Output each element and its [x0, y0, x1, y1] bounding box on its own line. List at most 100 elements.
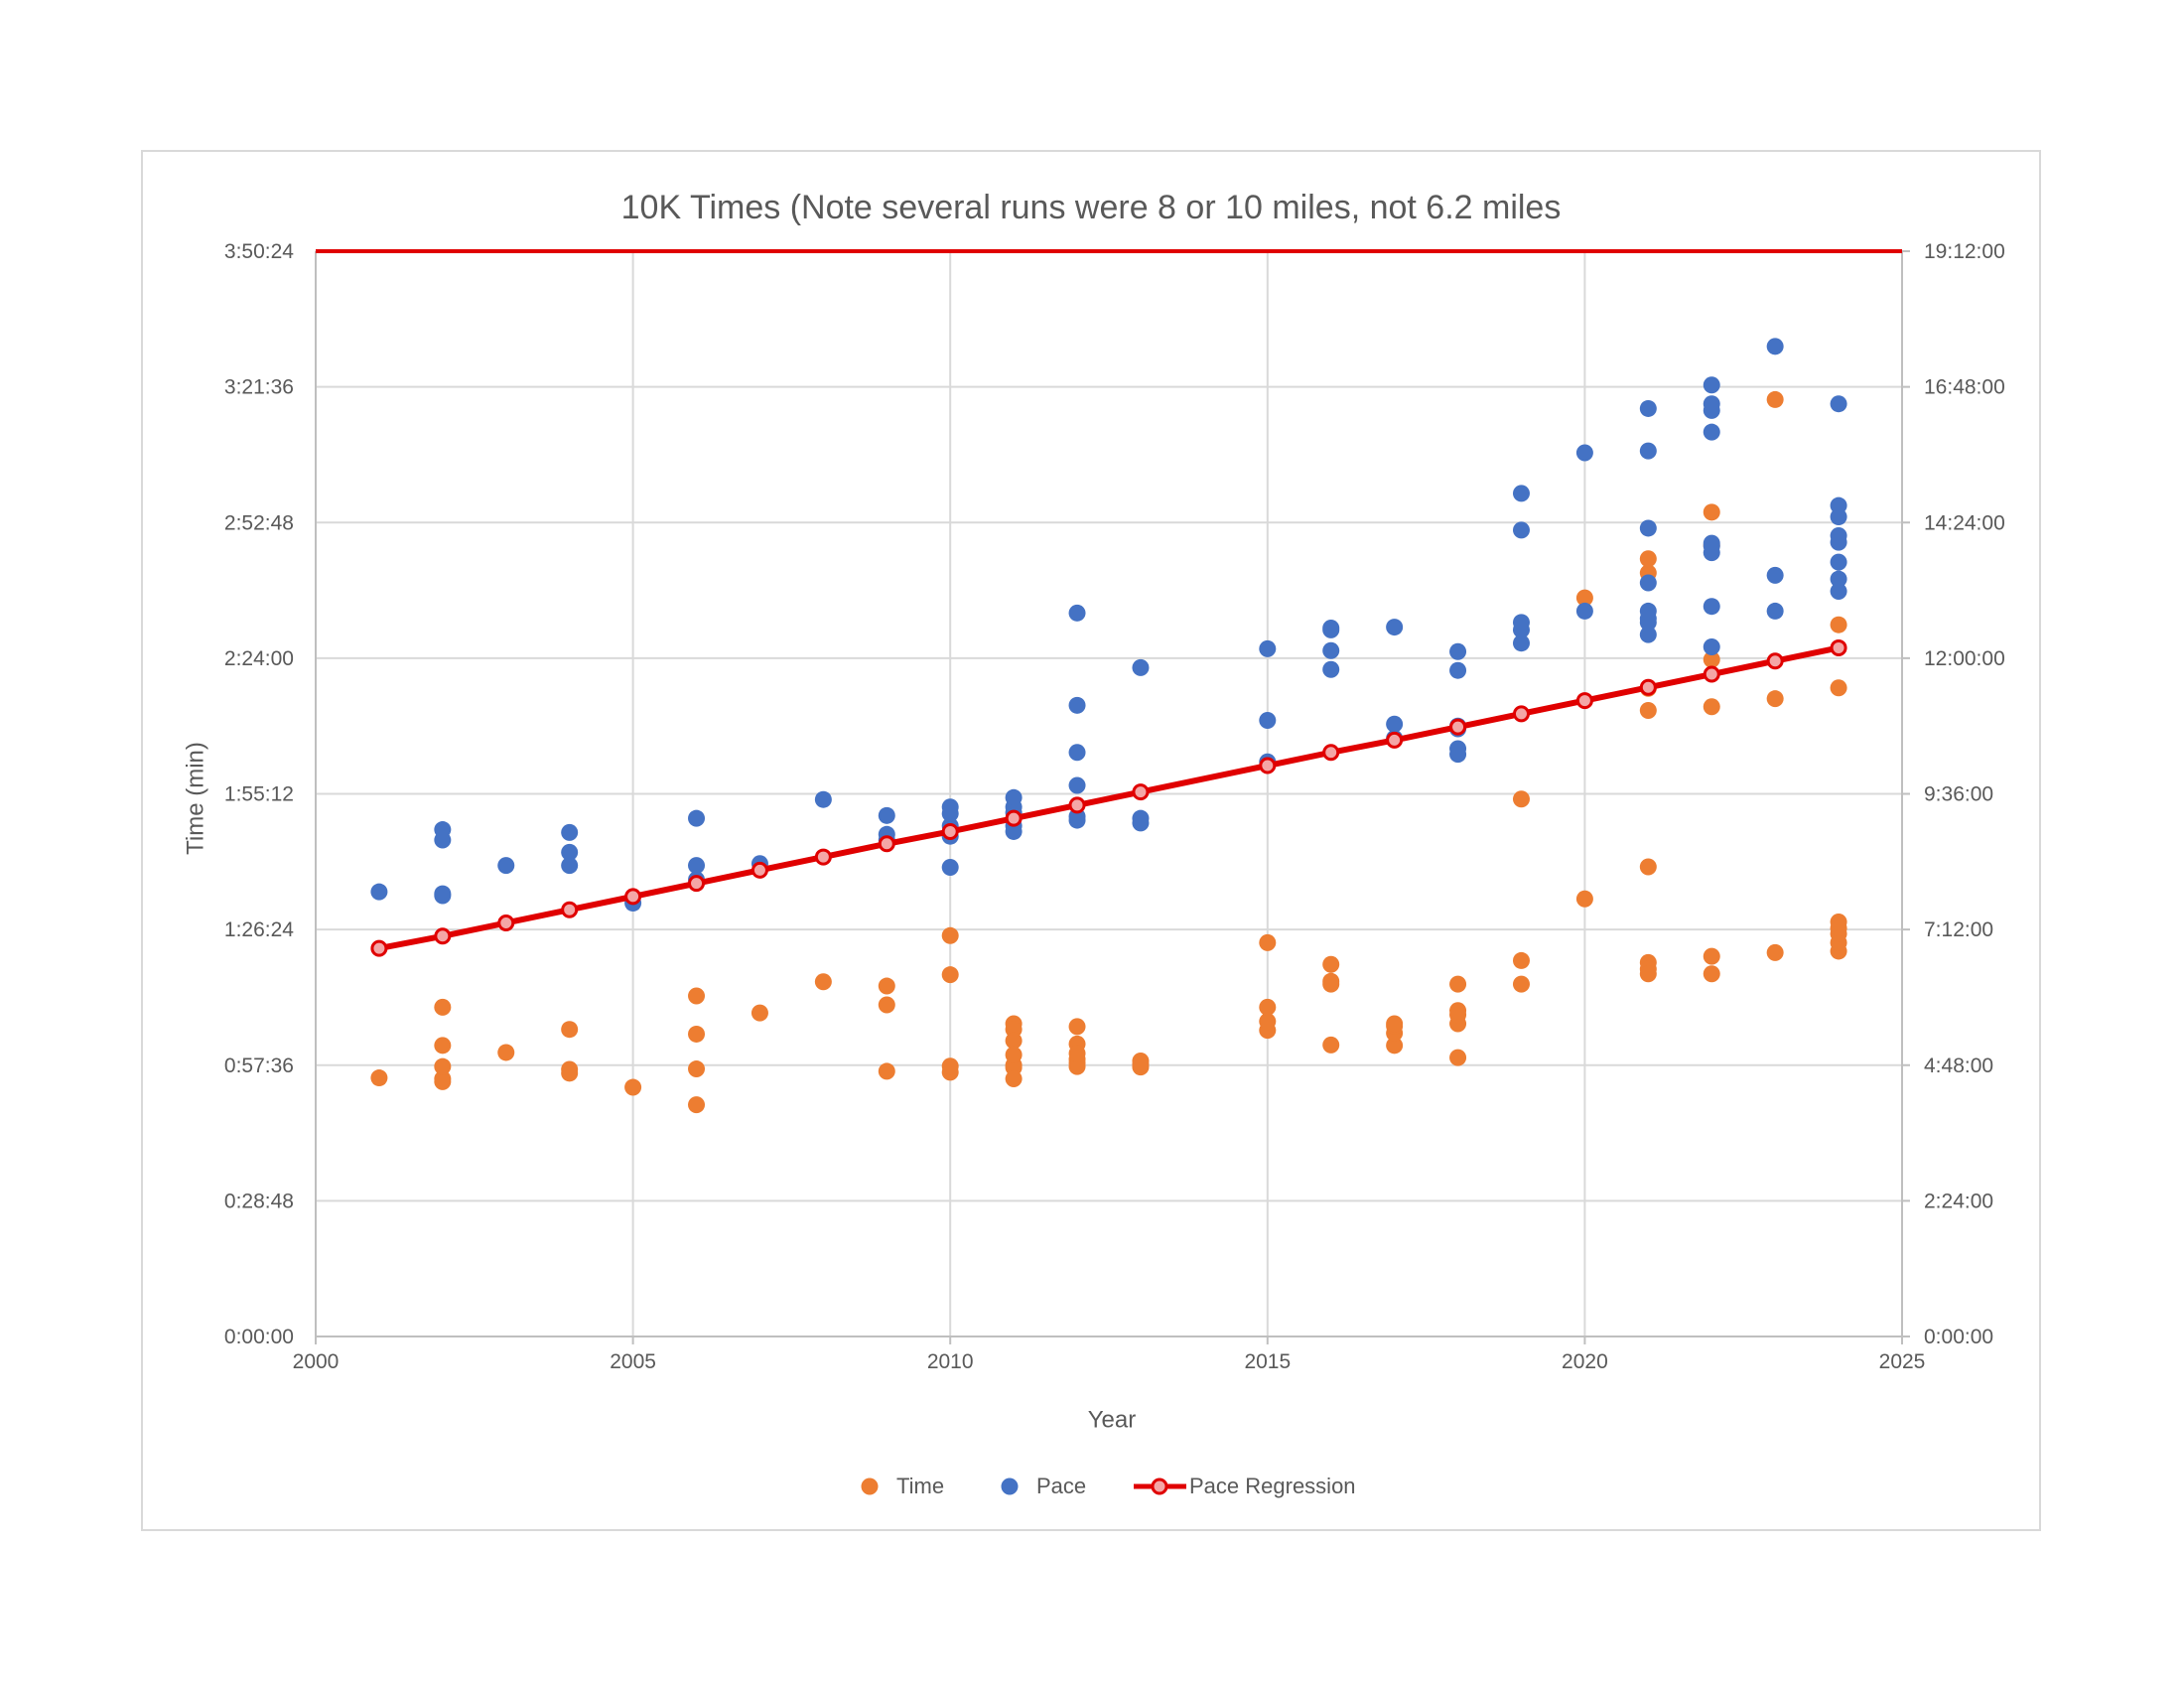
pace-point — [434, 821, 452, 839]
series-points — [370, 338, 1847, 1114]
time-point — [1322, 955, 1340, 973]
pace-point — [1766, 566, 1784, 584]
pace-point — [561, 843, 579, 861]
time-point — [1575, 589, 1593, 607]
legend: Time Pace Pace Regression — [861, 1474, 1356, 1498]
time-point — [1639, 858, 1657, 876]
legend-pace-regression-marker — [1151, 1477, 1168, 1495]
pace-point — [1639, 626, 1657, 643]
pace-point — [497, 857, 515, 875]
time-point — [1005, 1070, 1023, 1088]
pace-regression-line — [378, 644, 1840, 952]
time-point — [1005, 1032, 1023, 1050]
x-tick-label: 2005 — [610, 1350, 656, 1373]
pace-regression-point — [1703, 665, 1720, 683]
y-tick-label: 1:55:12 — [224, 783, 294, 806]
legend-pace-regression-label: Pace Regression — [1189, 1474, 1356, 1498]
y-tick-label: 0:28:48 — [224, 1190, 294, 1212]
time-point — [1259, 998, 1277, 1016]
pace-point — [1132, 814, 1150, 832]
y-tick-label: 2:52:48 — [224, 511, 294, 534]
pace-point — [1830, 583, 1847, 601]
time-point — [878, 977, 895, 995]
pace-point — [1449, 740, 1467, 758]
pace-point — [1703, 423, 1720, 441]
pace-point — [1703, 395, 1720, 413]
pace-point — [1766, 338, 1784, 355]
time-point — [814, 973, 832, 991]
pace-point — [1449, 661, 1467, 679]
pace-regression-point — [434, 927, 452, 945]
y-axis-title: Time (min) — [182, 742, 208, 855]
pace-point — [1068, 744, 1086, 762]
y2-tick-label: 16:48:00 — [1924, 376, 2005, 399]
time-point — [1512, 975, 1530, 993]
pace-point — [1512, 485, 1530, 502]
pace-point — [1068, 604, 1086, 622]
time-point — [688, 1096, 706, 1114]
pace-regression-point — [624, 888, 642, 906]
pace-regression-point — [1830, 638, 1847, 656]
time-point — [1449, 1002, 1467, 1020]
pace-point — [1068, 776, 1086, 794]
pace-point — [1386, 715, 1404, 733]
pace-point — [561, 857, 579, 875]
legend-time-label: Time — [896, 1474, 944, 1498]
pace-point — [1830, 527, 1847, 545]
time-point — [1259, 1013, 1277, 1031]
time-point — [1766, 690, 1784, 708]
time-point — [1512, 951, 1530, 969]
time-point — [434, 1057, 452, 1075]
y-tick-label: 3:50:24 — [224, 240, 294, 263]
pace-point — [814, 790, 832, 808]
y-tick-label: 0:00:00 — [224, 1326, 294, 1348]
pace-point — [1512, 521, 1530, 539]
time-point — [1703, 698, 1720, 716]
time-point — [434, 998, 452, 1016]
y2-tick-label: 14:24:00 — [1924, 511, 2005, 534]
time-point — [1449, 975, 1467, 993]
pace-point — [1830, 570, 1847, 588]
time-point — [1703, 947, 1720, 965]
x-tick-label: 2015 — [1244, 1350, 1291, 1373]
y-tick-label: 2:24:00 — [224, 647, 294, 670]
pace-regression-point — [370, 939, 388, 957]
pace-point — [1068, 696, 1086, 714]
time-point — [624, 1078, 642, 1096]
y2-tick-label: 12:00:00 — [1924, 647, 2005, 670]
time-point — [561, 1021, 579, 1039]
pace-point — [1830, 553, 1847, 571]
pace-point — [1322, 641, 1340, 659]
x-tick-label: 2025 — [1879, 1350, 1926, 1373]
pace-point — [1703, 376, 1720, 394]
pace-point — [688, 857, 706, 875]
pace-regression-point — [1449, 718, 1467, 736]
y2-tick-label: 19:12:00 — [1924, 240, 2005, 263]
pace-point — [1830, 496, 1847, 514]
pace-regression-point — [878, 835, 895, 853]
pace-regression-point — [1259, 757, 1277, 774]
time-point — [688, 1025, 706, 1043]
pace-point — [1703, 637, 1720, 655]
time-point — [370, 1069, 388, 1087]
pace-regression-point — [561, 901, 579, 918]
time-point — [1005, 1046, 1023, 1063]
pace-point — [1322, 620, 1340, 637]
pace-regression-point — [814, 848, 832, 866]
time-point — [1766, 943, 1784, 961]
y2-tick-label: 0:00:00 — [1924, 1326, 1993, 1348]
pace-regression-point — [497, 914, 515, 931]
pace-point — [1703, 598, 1720, 616]
pace-regression-point — [1005, 809, 1023, 827]
y-tick-label: 3:21:36 — [224, 376, 294, 399]
pace-point — [1639, 442, 1657, 460]
pace-regression-point — [1575, 692, 1593, 710]
pace-point — [1766, 602, 1784, 620]
pace-point — [1639, 602, 1657, 620]
time-point — [1830, 616, 1847, 633]
pace-point — [941, 804, 959, 822]
time-point — [1703, 650, 1720, 668]
time-point — [688, 1060, 706, 1078]
chart-title: 10K Times (Note several runs were 8 or 1… — [621, 189, 1562, 226]
time-point — [751, 1004, 768, 1022]
